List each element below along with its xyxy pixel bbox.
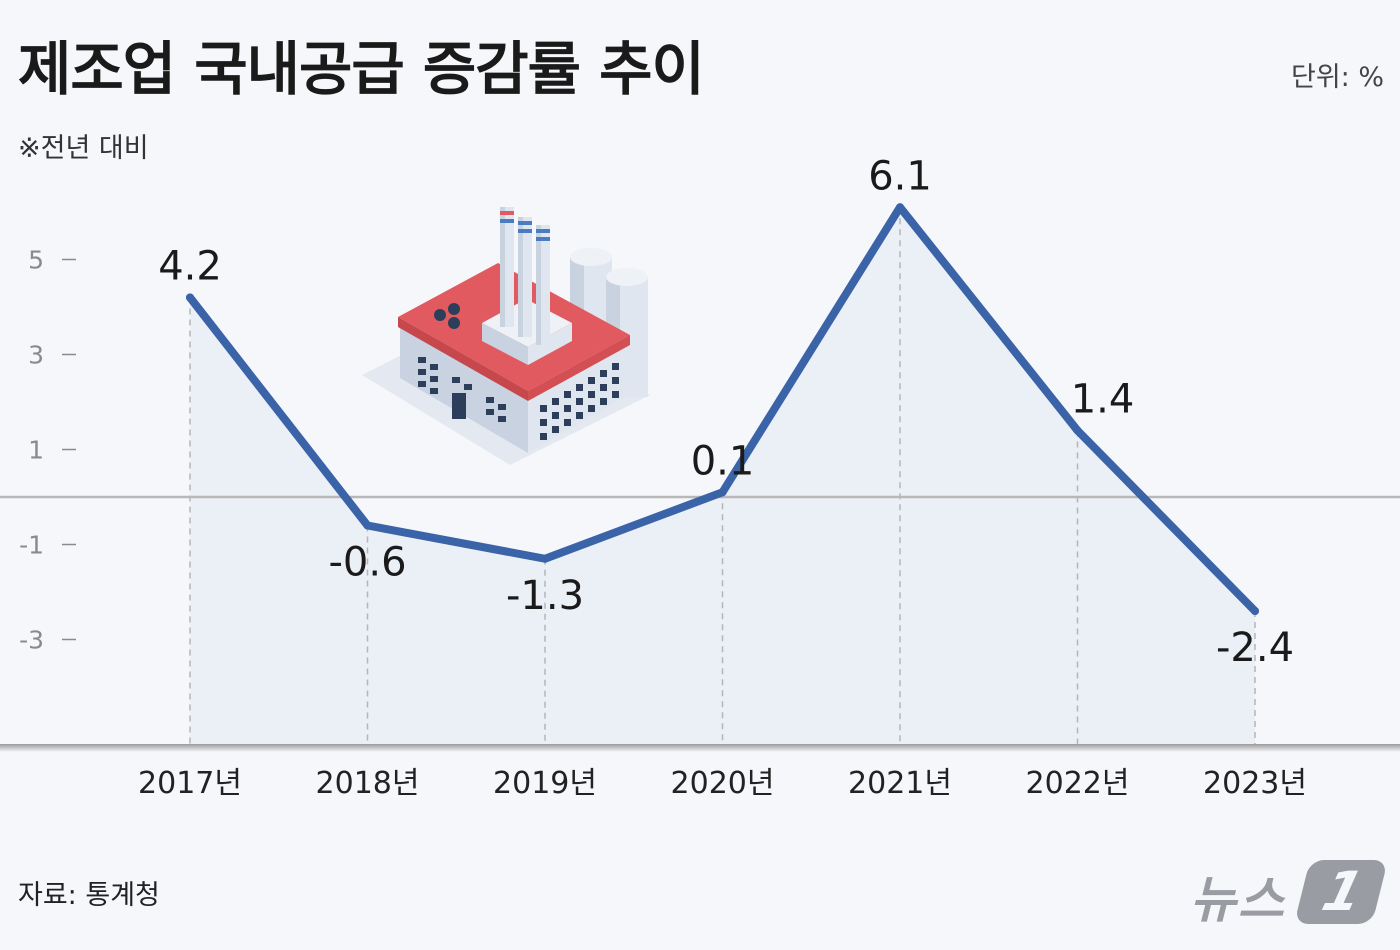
data-label-4: 6.1: [868, 153, 932, 199]
baseline-band: [0, 744, 1400, 752]
data-label-6: -2.4: [1216, 625, 1294, 671]
news1-logo: 뉴스 1: [1190, 858, 1390, 930]
data-label-1: -0.6: [328, 540, 406, 586]
y-tick-label: -1: [19, 531, 44, 560]
chart-title: 제조업 국내공급 증감률 추이: [18, 35, 705, 103]
series-area: [190, 207, 1255, 744]
data-point-4: [896, 203, 904, 212]
x-tick-label-1: 2018년: [316, 766, 420, 801]
data-point-0: [186, 293, 194, 302]
data-point-1: [363, 521, 372, 530]
y-tick-label: -3: [19, 626, 44, 655]
x-tick-label-5: 2022년: [1026, 766, 1130, 801]
x-tick-label-4: 2021년: [848, 766, 952, 801]
y-tick-label: 1: [28, 436, 44, 465]
y-tick-label: 3: [28, 341, 44, 370]
x-tick-label-3: 2020년: [671, 766, 775, 801]
logo-badge: 1: [1294, 860, 1388, 924]
source-label: 자료: 통계청: [18, 880, 160, 911]
data-point-6: [1251, 607, 1259, 615]
x-tick-label-0: 2017년: [138, 766, 242, 801]
data-point-5: [1073, 426, 1082, 435]
logo-badge-text: 1: [1316, 860, 1370, 923]
data-point-2: [541, 554, 549, 563]
data-label-0: 4.2: [158, 244, 222, 290]
factory-icon: [362, 207, 650, 465]
y-tick-label: 5: [28, 246, 44, 275]
data-label-5: 1.4: [1071, 377, 1135, 423]
data-label-3: 0.1: [691, 438, 755, 484]
x-tick-label-2: 2019년: [493, 766, 597, 801]
unit-label: 단위: %: [1290, 62, 1384, 93]
data-label-2: -1.3: [506, 573, 584, 619]
data-point-3: [718, 488, 727, 497]
note-label: ※전년 대비: [18, 133, 149, 164]
logo-text: 뉴스: [1190, 871, 1286, 929]
x-tick-label-6: 2023년: [1203, 766, 1307, 801]
